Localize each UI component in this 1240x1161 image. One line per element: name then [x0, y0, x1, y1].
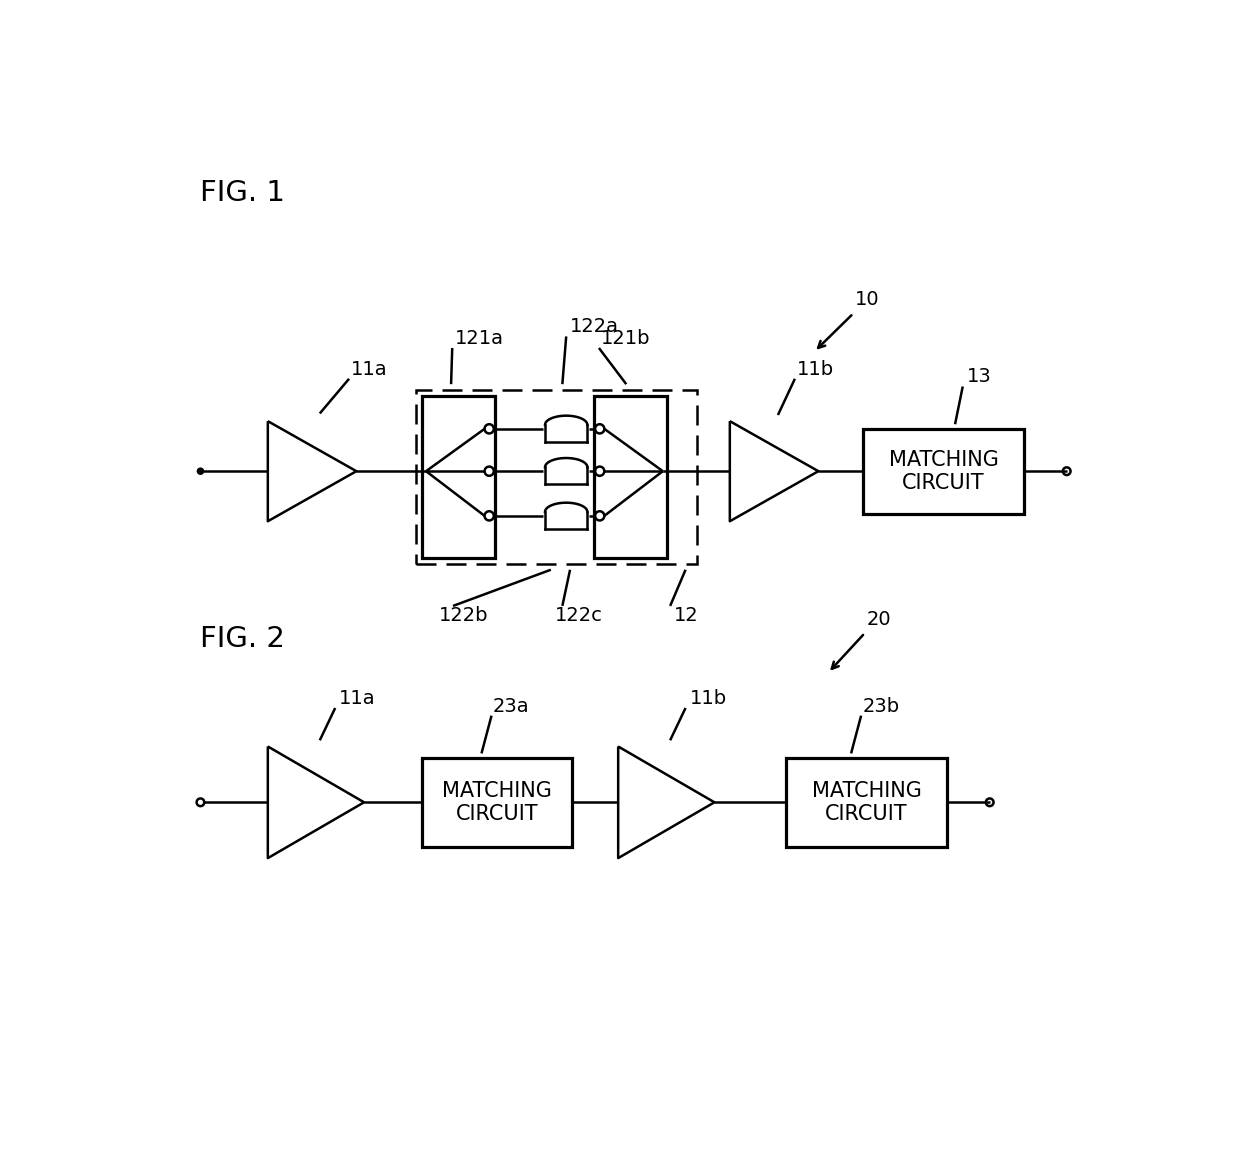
Bar	[786, 758, 947, 846]
Text: 11b: 11b	[797, 360, 835, 378]
Text: 13: 13	[967, 368, 991, 387]
Text: 122a: 122a	[570, 317, 619, 337]
Bar	[863, 428, 1024, 513]
Text: 121b: 121b	[601, 329, 651, 348]
Text: 20: 20	[867, 610, 892, 629]
Circle shape	[197, 468, 203, 475]
Text: 122b: 122b	[439, 606, 489, 625]
Text: FIG. 1: FIG. 1	[201, 179, 285, 207]
Text: MATCHING
CIRCUIT: MATCHING CIRCUIT	[811, 780, 921, 824]
Text: 121a: 121a	[455, 329, 503, 348]
Text: FIG. 2: FIG. 2	[201, 625, 285, 654]
Text: 122c: 122c	[554, 606, 603, 625]
Text: 11b: 11b	[689, 688, 727, 708]
Text: 10: 10	[854, 290, 879, 310]
Bar	[594, 396, 667, 558]
Text: 12: 12	[675, 606, 699, 625]
Bar	[417, 390, 697, 563]
Text: 11a: 11a	[339, 688, 376, 708]
Text: MATCHING
CIRCUIT: MATCHING CIRCUIT	[889, 449, 998, 492]
Bar	[422, 758, 572, 846]
Text: 11a: 11a	[351, 360, 387, 378]
Text: 23a: 23a	[494, 697, 529, 715]
Text: 23b: 23b	[863, 697, 900, 715]
Bar	[422, 396, 495, 558]
Text: MATCHING
CIRCUIT: MATCHING CIRCUIT	[441, 780, 552, 824]
